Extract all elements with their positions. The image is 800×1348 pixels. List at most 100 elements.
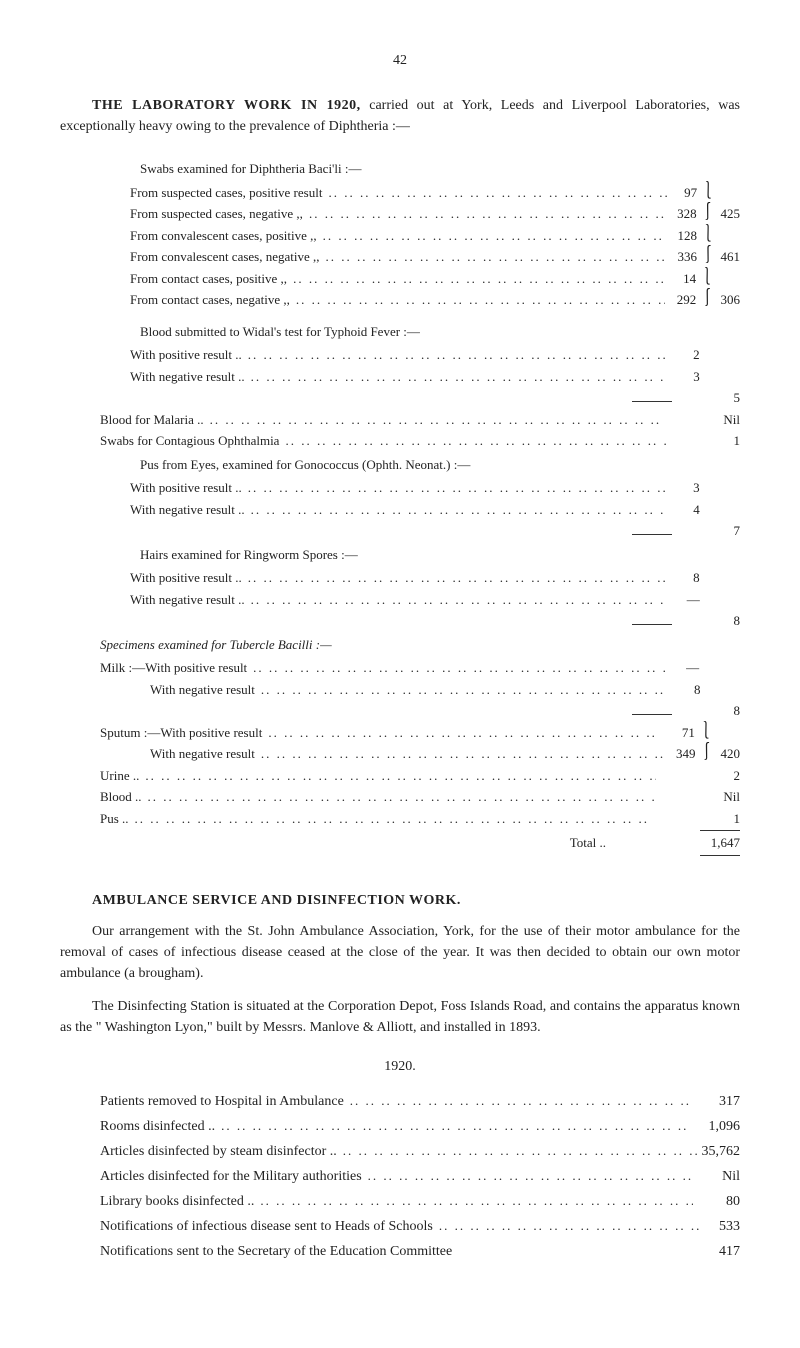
list-value: 417 [670, 1241, 740, 1262]
total-label: Total .. [60, 833, 626, 853]
table-row: With negative result .. 3 [60, 367, 740, 387]
list-item: Articles disinfected for the Military au… [60, 1166, 740, 1187]
table-row: From contact cases, negative ,, 292 ⎰ 30… [60, 290, 740, 310]
brace: ⎰ [696, 291, 712, 305]
row-label: Blood .. [100, 787, 657, 807]
brace: ⎱ [697, 227, 713, 241]
list-item: Patients removed to Hospital in Ambulanc… [60, 1091, 740, 1112]
list-item: Library books disinfected .. 80 [60, 1191, 740, 1212]
table-row: With positive result .. 3 [60, 478, 740, 498]
table-row: Sputum :—With positive result 71 ⎱ [60, 723, 740, 743]
list-label: Articles disinfected by steam disinfecto… [100, 1141, 697, 1162]
brace: ⎰ [697, 205, 713, 219]
year-heading: 1920. [60, 1056, 740, 1077]
table-row: With negative result .. — [60, 590, 740, 610]
tubercle-heading: Specimens examined for Tubercle Bacilli … [60, 635, 740, 655]
list-label: Patients removed to Hospital in Ambulanc… [100, 1091, 697, 1112]
list-label: Articles disinfected for the Military au… [100, 1166, 698, 1187]
row-col-b: 2 [707, 766, 740, 786]
row-col-b: 7 [694, 521, 740, 541]
list-value: Nil [698, 1166, 740, 1187]
row-label: With positive result .. [130, 568, 666, 588]
row-label: With positive result .. [130, 345, 666, 365]
table-row: Blood .. Nil [60, 787, 740, 807]
brace: ⎱ [696, 270, 712, 284]
row-label: Pus .. [100, 809, 655, 829]
list-value: 1,096 [691, 1116, 740, 1137]
total-row: Total .. 1,647 [60, 833, 740, 853]
row-col-a: 328 [666, 204, 697, 224]
row-label: With negative result .. [130, 590, 666, 610]
row-col-a: 3 [666, 478, 699, 498]
row-label: With positive result .. [130, 478, 666, 498]
row-col-a: 4 [666, 500, 699, 520]
ambulance-para-1: Our arrangement with the St. John Ambula… [60, 921, 740, 984]
brace: ⎱ [695, 724, 711, 738]
row-col-a: 292 [665, 290, 696, 310]
table-row: Milk :—With positive result — [60, 658, 740, 678]
row-col-a: — [665, 658, 699, 678]
rule-row [60, 830, 740, 831]
table-row: From convalescent cases, negative ,, 336… [60, 247, 740, 267]
brace: ⎰ [696, 745, 712, 759]
ringworm-heading: Hairs examined for Ringworm Spores :— [60, 545, 740, 565]
row-col-b: Nil [707, 787, 740, 807]
rule-row: 7 [60, 521, 740, 541]
table-row: Swabs for Contagious Ophthalmia 1 [60, 431, 740, 451]
list-item: Notifications of infectious disease sent… [60, 1216, 740, 1237]
row-col-a: 336 [667, 247, 698, 267]
row-label: Blood for Malaria .. [100, 410, 662, 430]
table-row: With negative result 349 ⎰ 420 [60, 744, 740, 764]
row-col-a: — [666, 590, 699, 610]
rule-row: 5 [60, 388, 740, 408]
row-col-a: 3 [666, 367, 699, 387]
row-col-b: Nil [709, 410, 740, 430]
row-label: Swabs for Contagious Ophthalmia [100, 431, 668, 451]
brace: ⎰ [697, 248, 713, 262]
row-label: Sputum :—With positive result [100, 723, 662, 743]
gono-heading: Pus from Eyes, examined for Gonococcus (… [60, 455, 740, 475]
row-col-a: 97 [667, 183, 697, 203]
swabs-heading: Swabs examined for Diphtheria Baci'li :— [60, 159, 740, 179]
list-label: Notifications sent to the Secretary of t… [100, 1241, 670, 1262]
total-value: 1,647 [694, 833, 740, 853]
table-row: From convalescent cases, positive ,, 128… [60, 226, 740, 246]
row-label: With negative result .. [130, 500, 666, 520]
row-col-b: 1 [711, 431, 740, 451]
ambulance-heading: AMBULANCE SERVICE AND DISINFECTION WORK. [60, 890, 740, 911]
table-row: Pus .. 1 [60, 809, 740, 829]
list-value: 533 [700, 1216, 740, 1237]
row-label: With negative result .. [130, 367, 666, 387]
row-col-b: 425 [713, 204, 740, 224]
row-col-a: 2 [666, 345, 699, 365]
row-col-b: 461 [713, 247, 740, 267]
rule-row: 8 [60, 701, 740, 721]
row-label: Urine .. [100, 766, 656, 786]
ambulance-para-2: The Disinfecting Station is situated at … [60, 996, 740, 1038]
row-label: From suspected cases, positive result [130, 183, 667, 203]
page-number: 42 [60, 50, 740, 71]
list-label: Rooms disinfected .. [100, 1116, 691, 1137]
row-col-a: 128 [666, 226, 697, 246]
row-col-b: 8 [694, 701, 740, 721]
row-label: Milk :—With positive result [100, 658, 665, 678]
row-col-b: 1 [706, 809, 740, 829]
list-item: Notifications sent to the Secretary of t… [60, 1241, 740, 1262]
list-value: 317 [697, 1091, 740, 1112]
row-label: With negative result [150, 744, 663, 764]
row-label: With negative result [150, 680, 668, 700]
row-col-a: 8 [668, 680, 700, 700]
table-row: Urine .. 2 [60, 766, 740, 786]
row-col-a: 71 [662, 723, 695, 743]
list-label: Notifications of infectious disease sent… [100, 1216, 700, 1237]
intro-paragraph: THE LABORATORY WORK IN 1920, carried out… [60, 95, 740, 137]
table-row: With negative result 8 [60, 680, 740, 700]
row-label: From suspected cases, negative ,, [130, 204, 666, 224]
row-label: From contact cases, positive ,, [130, 269, 665, 289]
rule-row: 8 [60, 611, 740, 631]
row-label: From contact cases, negative ,, [130, 290, 665, 310]
row-col-b: 306 [712, 290, 740, 310]
table-row: Blood for Malaria .. Nil [60, 410, 740, 430]
row-col-b: 8 [694, 611, 740, 631]
row-label: From convalescent cases, positive ,, [130, 226, 666, 246]
